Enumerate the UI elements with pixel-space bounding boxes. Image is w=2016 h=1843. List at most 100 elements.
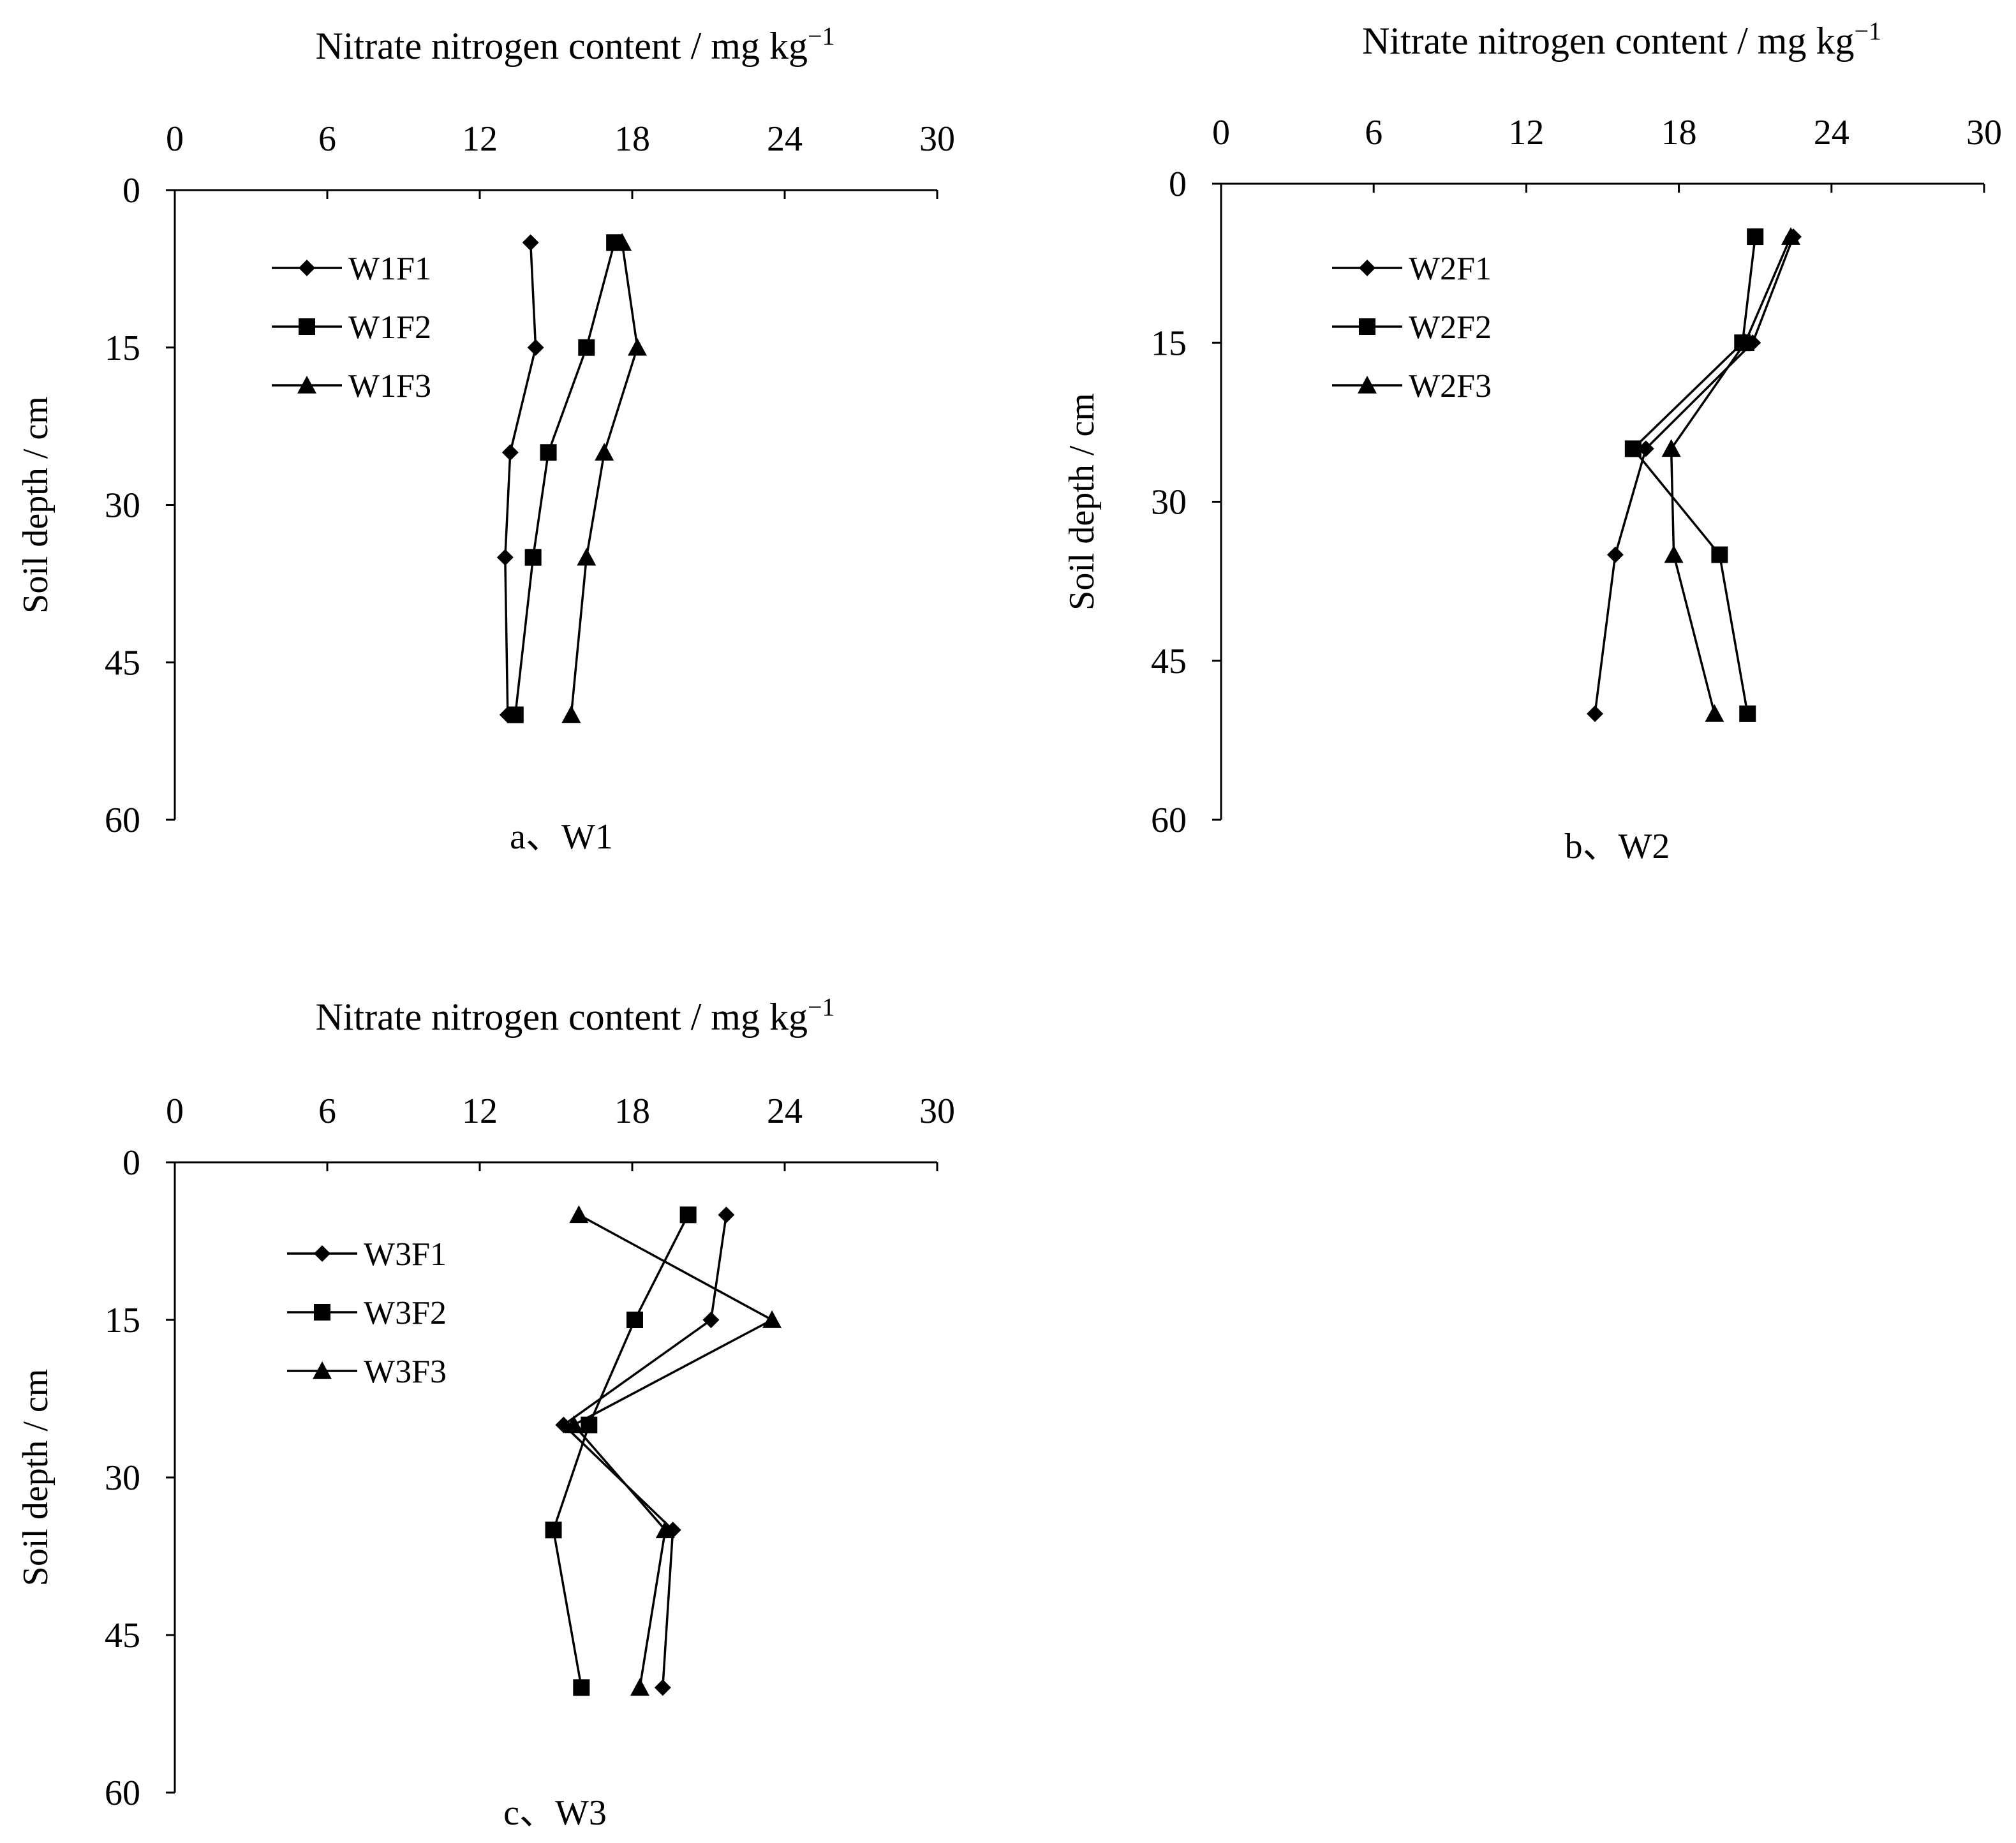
data-point-W1F2 — [524, 549, 542, 566]
series-line-W2F2 — [1631, 236, 1756, 714]
legend-item-W1F3: W1F3 — [272, 368, 431, 404]
data-point-W3F3 — [762, 1310, 782, 1328]
data-point-W1F3 — [627, 337, 647, 356]
x-tick-label: 24 — [767, 1092, 803, 1131]
series-line-W1F3 — [570, 242, 639, 715]
y-tick-label: 30 — [105, 486, 140, 526]
legend-label: W1F1 — [348, 251, 431, 287]
x-tick-label: 12 — [462, 119, 498, 159]
data-point-W3F3 — [569, 1205, 589, 1224]
legend-item-W1F2: W1F2 — [272, 309, 431, 346]
series-W1F1 — [496, 234, 544, 723]
data-point-W2F2 — [1711, 546, 1728, 563]
x-tick-label: 0 — [1212, 113, 1230, 152]
y-tick-label: 0 — [122, 1143, 140, 1183]
data-point-W1F2 — [507, 706, 524, 723]
legend-marker-triangle — [1358, 376, 1377, 394]
legend-marker-triangle — [297, 376, 316, 394]
legend-label: W2F2 — [1409, 309, 1492, 346]
data-point-W3F3 — [630, 1678, 649, 1696]
data-point-W1F3 — [595, 443, 614, 461]
chart-panel-a: Nitrate nitrogen content / mg kg−1 0 6 12 18… — [16, 22, 955, 857]
y-tick-label: 30 — [1151, 483, 1187, 522]
data-point-W1F1 — [522, 234, 539, 251]
data-point-W1F3 — [577, 547, 597, 566]
data-point-W2F3 — [1781, 227, 1801, 245]
y-tick-label: 15 — [105, 329, 140, 368]
series-W1F2 — [507, 234, 623, 723]
legend-item-W2F2: W2F2 — [1332, 309, 1492, 346]
data-point-W1F3 — [612, 233, 632, 251]
x-tick-label: 6 — [318, 1092, 336, 1131]
y-axis-title: Soil depth / cm — [16, 396, 56, 614]
data-point-W2F3 — [1735, 333, 1755, 351]
legend-item-W1F1: W1F1 — [272, 251, 431, 287]
legend-label: W3F3 — [364, 1354, 447, 1390]
data-point-W2F1 — [1606, 546, 1624, 563]
y-tick-label: 15 — [105, 1301, 140, 1340]
data-point-W1F2 — [540, 444, 557, 461]
y-axis-title: Soil depth / cm — [1062, 393, 1102, 611]
legend-item-W3F1: W3F1 — [287, 1236, 447, 1273]
panel-caption: c、W3 — [503, 1793, 607, 1833]
series-W1F3 — [561, 233, 647, 723]
series-W3F2 — [545, 1206, 697, 1696]
y-axis-title: Soil depth / cm — [16, 1369, 56, 1587]
series-line-W3F1 — [561, 1215, 728, 1688]
series-W2F1 — [1587, 228, 1802, 722]
x-axis-title: Nitrate nitrogen content / mg kg−1 — [1362, 17, 1881, 62]
y-tick-label: 60 — [105, 1773, 140, 1813]
data-point-W2F2 — [1747, 228, 1764, 246]
data-point-W3F1 — [702, 1312, 720, 1328]
chart-panel-b: Nitrate nitrogen content / mg kg−1 0 6 12 18… — [1062, 17, 2002, 866]
legend-marker-square — [314, 1304, 330, 1321]
legend-item-W3F2: W3F2 — [287, 1295, 447, 1331]
data-point-W2F2 — [1624, 440, 1642, 457]
y-tick-label: 60 — [105, 801, 140, 840]
data-point-W3F1 — [718, 1206, 735, 1224]
data-point-W1F2 — [578, 339, 595, 356]
series-W2F3 — [1661, 227, 1801, 722]
x-tick-label: 18 — [614, 119, 650, 159]
chart-panel-c: Nitrate nitrogen content / mg kg−1 0 6 12 18… — [16, 993, 955, 1833]
y-tick-label: 0 — [122, 171, 140, 211]
x-tick-label: 30 — [1966, 113, 2002, 152]
series-line-W3F3 — [572, 1213, 775, 1688]
data-point-W3F3 — [655, 1520, 675, 1539]
x-tick-label: 0 — [166, 1092, 184, 1131]
data-point-W1F3 — [561, 705, 581, 723]
legend-marker-square — [299, 318, 315, 335]
x-tick-label: 18 — [1661, 113, 1697, 152]
y-tick-label: 45 — [105, 643, 140, 683]
y-tick-label: 15 — [1151, 323, 1187, 363]
series-W3F1 — [555, 1206, 735, 1696]
x-tick-label: 0 — [166, 119, 184, 159]
data-point-W2F1 — [1637, 440, 1654, 457]
legend-label: W2F1 — [1409, 251, 1492, 287]
x-tick-label: 24 — [1814, 113, 1849, 152]
legend-label: W1F2 — [348, 309, 431, 346]
legend-label: W3F2 — [364, 1295, 447, 1331]
y-tick-label: 0 — [1169, 165, 1187, 204]
data-point-W3F2 — [679, 1206, 697, 1224]
data-point-W3F3 — [564, 1415, 584, 1433]
x-tick-label: 6 — [318, 119, 336, 159]
series-line-W1F1 — [504, 242, 537, 715]
y-tick-label: 45 — [105, 1616, 140, 1655]
data-point-W2F2 — [1739, 705, 1756, 722]
legend-label: W3F1 — [364, 1236, 447, 1273]
data-point-W2F3 — [1705, 704, 1724, 722]
legend-marker-diamond — [299, 260, 315, 276]
x-tick-label: 12 — [462, 1092, 498, 1131]
data-point-W1F1 — [527, 339, 544, 356]
data-point-W1F1 — [496, 549, 514, 566]
x-tick-label: 30 — [919, 119, 955, 159]
data-point-W3F2 — [626, 1312, 643, 1328]
legend-marker-diamond — [1359, 260, 1375, 276]
data-point-W2F3 — [1661, 439, 1681, 457]
y-tick-label: 60 — [1151, 801, 1187, 840]
x-tick-label: 24 — [767, 119, 803, 159]
series-W2F2 — [1624, 228, 1764, 722]
data-point-W3F2 — [545, 1521, 562, 1539]
